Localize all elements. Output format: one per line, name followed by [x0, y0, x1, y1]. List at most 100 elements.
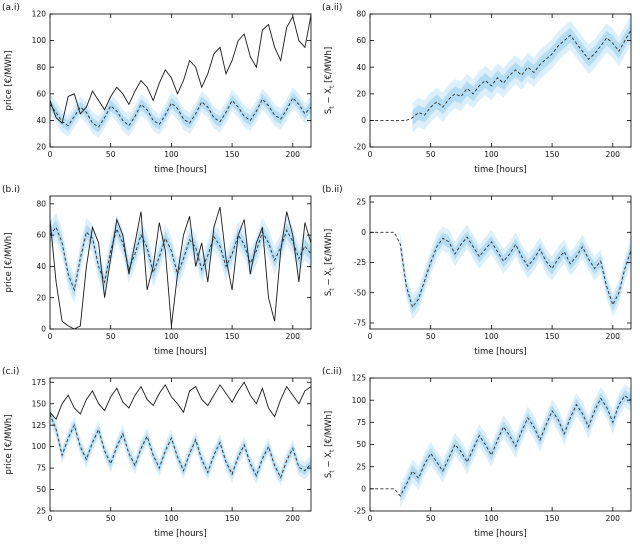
axes-frame: [49, 195, 312, 330]
solid-series-line: [50, 206, 311, 329]
svg-text:200: 200: [606, 332, 621, 341]
y-axis-ticks: 20 40 60 80 100 120: [32, 10, 311, 152]
svg-text:100: 100: [32, 36, 47, 45]
svg-text:50: 50: [356, 440, 366, 449]
panel-label: (b.i): [2, 185, 20, 195]
uncertainty-band-inner: [50, 409, 311, 482]
svg-text:100: 100: [352, 396, 367, 405]
svg-text:150: 150: [545, 150, 560, 159]
svg-text:60: 60: [36, 89, 46, 98]
x-axis-ticks: 0 50 100 150 200: [48, 196, 300, 341]
panel-b-i: 0 50 100 150 200 0 20 40 60 80 time [hours] price […: [0, 182, 320, 364]
svg-text:50: 50: [426, 150, 436, 159]
dashed-series-line: [370, 231, 631, 309]
svg-text:0: 0: [368, 514, 373, 523]
panel-label: (c.ii): [322, 367, 342, 377]
svg-text:-25: -25: [354, 258, 366, 267]
svg-text:100: 100: [32, 442, 47, 451]
svg-text:100: 100: [164, 332, 179, 341]
svg-text:50: 50: [426, 332, 436, 341]
svg-text:125: 125: [32, 421, 47, 430]
svg-text:100: 100: [484, 150, 499, 159]
svg-text:0: 0: [368, 332, 373, 341]
svg-text:50: 50: [36, 485, 46, 494]
svg-text:125: 125: [352, 374, 367, 383]
panel-c-ii: 0 50 100 150 200 -25 0 25 50 75 100 125 time [hours]…: [320, 364, 640, 546]
dashed-series-line: [50, 97, 311, 128]
x-axis-ticks: 0 50 100 150 200: [368, 378, 621, 523]
chart-canvas: 0 50 100 150 200 -75 -50 -25 0 25 time [hours] St −…: [320, 182, 640, 364]
solid-series-line: [50, 15, 311, 124]
svg-text:50: 50: [106, 514, 116, 523]
svg-text:50: 50: [426, 514, 436, 523]
panel-b-ii: 0 50 100 150 200 -75 -50 -25 0 25 time [hours] St −…: [320, 182, 640, 364]
svg-text:0: 0: [361, 484, 366, 493]
svg-text:40: 40: [36, 262, 46, 271]
x-axis-label: time [hours]: [474, 165, 526, 175]
svg-text:80: 80: [36, 63, 46, 72]
y-axis-label: St − Xt [€/MWh]: [324, 411, 335, 478]
axes-frame: [49, 13, 312, 148]
svg-text:0: 0: [361, 116, 366, 125]
svg-text:20: 20: [356, 89, 366, 98]
panel-label: (b.ii): [322, 185, 343, 195]
svg-text:-50: -50: [354, 288, 366, 297]
x-axis-label: time [hours]: [154, 529, 206, 539]
x-axis-label: time [hours]: [474, 529, 526, 539]
chart-canvas: 0 50 100 150 200 25 50 75 100 125 150 175 time [hour…: [0, 364, 320, 546]
y-axis-ticks: -75 -50 -25 0 25: [354, 198, 631, 328]
svg-text:60: 60: [36, 231, 46, 240]
svg-text:75: 75: [36, 464, 46, 473]
uncertainty-band-inner: [50, 220, 311, 297]
svg-text:200: 200: [606, 514, 621, 523]
svg-text:40: 40: [356, 63, 366, 72]
x-axis-label: time [hours]: [154, 347, 206, 357]
uncertainty-band-inner: [400, 231, 631, 314]
dashed-series-line: [370, 395, 631, 497]
svg-text:150: 150: [545, 332, 560, 341]
svg-text:0: 0: [48, 514, 53, 523]
y-axis-label: price [€/MWh]: [4, 51, 14, 111]
svg-text:200: 200: [286, 150, 301, 159]
panel-label: (a.i): [2, 3, 20, 13]
y-axis-label: St − Xt [€/MWh]: [324, 47, 335, 114]
svg-text:150: 150: [225, 150, 240, 159]
svg-text:0: 0: [48, 332, 53, 341]
uncertainty-band-inner: [50, 92, 311, 133]
svg-text:50: 50: [106, 332, 116, 341]
dashed-series-line: [50, 413, 311, 479]
svg-text:100: 100: [484, 332, 499, 341]
svg-text:0: 0: [48, 150, 53, 159]
solid-series-line: [50, 381, 311, 421]
svg-text:60: 60: [356, 36, 366, 45]
svg-text:150: 150: [545, 514, 560, 523]
uncertainty-band-inner: [412, 22, 631, 126]
panel-a-i: 0 50 100 150 200 20 40 60 80 100 120 time [hours] pr…: [0, 0, 320, 182]
svg-text:25: 25: [36, 507, 46, 516]
axes-frame: [369, 13, 632, 148]
svg-text:50: 50: [106, 150, 116, 159]
x-axis-ticks: 0 50 100 150 200: [48, 378, 300, 523]
panel-label: (c.i): [2, 367, 19, 377]
svg-text:150: 150: [225, 514, 240, 523]
svg-text:100: 100: [164, 514, 179, 523]
x-axis-ticks: 0 50 100 150 200: [368, 14, 620, 159]
svg-text:-25: -25: [354, 507, 366, 516]
dashed-series-line: [370, 29, 631, 121]
svg-text:-20: -20: [354, 143, 366, 152]
svg-text:0: 0: [368, 150, 373, 159]
y-axis-label: price [€/MWh]: [4, 233, 14, 293]
svg-text:80: 80: [36, 199, 46, 208]
svg-text:150: 150: [32, 399, 47, 408]
panel-a-ii: 0 50 100 150 200 -20 0 20 40 60 80 time [hours] St −…: [320, 0, 640, 182]
svg-text:0: 0: [41, 325, 46, 334]
y-axis-ticks: -20 0 20 40 60 80: [354, 10, 631, 152]
x-axis-ticks: 0 50 100 150 200: [48, 14, 301, 159]
y-axis-label: price [€/MWh]: [4, 415, 14, 475]
svg-text:20: 20: [36, 143, 46, 152]
y-axis-label: St − Xt [€/MWh]: [324, 229, 335, 296]
svg-text:150: 150: [225, 332, 240, 341]
y-axis-ticks: 0 20 40 60 80: [36, 199, 311, 334]
svg-text:25: 25: [356, 462, 366, 471]
